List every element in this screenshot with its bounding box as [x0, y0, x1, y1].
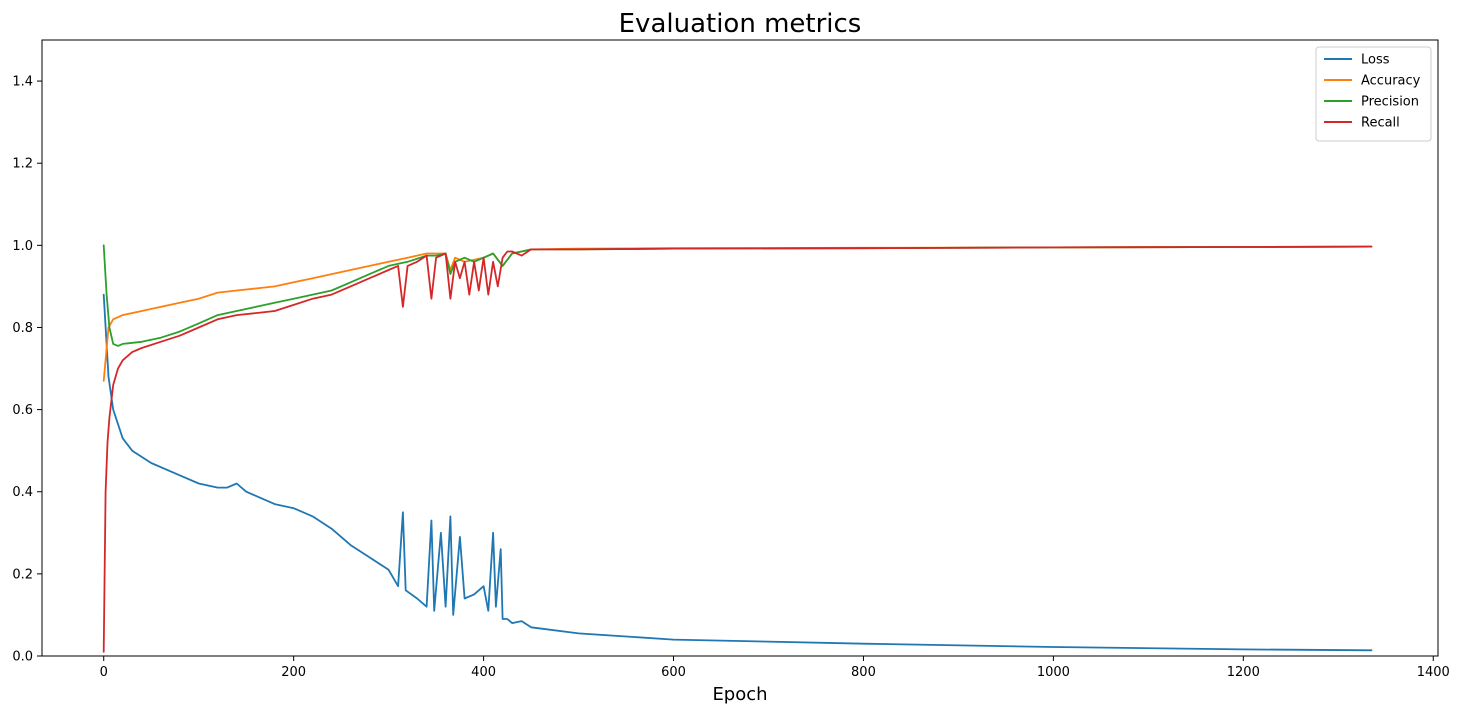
x-tick-label: 400 — [471, 665, 496, 680]
x-axis-title: Epoch — [712, 684, 767, 705]
legend-label-recall: Recall — [1361, 116, 1400, 131]
series-line-loss — [102, 293, 1373, 652]
x-tick-label: 800 — [851, 665, 876, 680]
y-tick-label: 1.0 — [12, 239, 33, 254]
legend-label-accuracy: Accuracy — [1361, 74, 1421, 89]
legend-box — [1315, 46, 1432, 142]
y-tick-label: 0.6 — [12, 403, 33, 418]
axes-frame — [41, 39, 1439, 657]
y-tick-label: 1.2 — [12, 157, 33, 172]
y-tick-label: 0.8 — [12, 321, 33, 336]
x-tick-label: 200 — [281, 665, 306, 680]
chart-title: Evaluation metrics — [619, 9, 862, 39]
x-tick-label: 0 — [100, 665, 108, 680]
y-tick-label: 1.4 — [12, 75, 33, 90]
x-tick-label: 600 — [661, 665, 686, 680]
x-tick-label: 1200 — [1227, 665, 1260, 680]
y-tick-label: 0.4 — [12, 485, 33, 500]
legend-label-loss: Loss — [1361, 53, 1390, 68]
plot-area: 0 200 400 600 800 1000 1200 1400 0.0 0.2 0.4 0.6 0.8… — [12, 39, 1450, 680]
series-line-precision — [102, 244, 1373, 347]
x-tick-label: 1000 — [1037, 665, 1070, 680]
y-tick-label: 0.2 — [12, 567, 33, 582]
legend: Loss Accuracy Precision Recall — [1315, 46, 1432, 142]
y-tick-label: 0.0 — [12, 650, 33, 665]
x-tick-label: 1400 — [1417, 665, 1450, 680]
legend-label-precision: Precision — [1361, 95, 1419, 110]
series-line-recall — [102, 245, 1373, 653]
